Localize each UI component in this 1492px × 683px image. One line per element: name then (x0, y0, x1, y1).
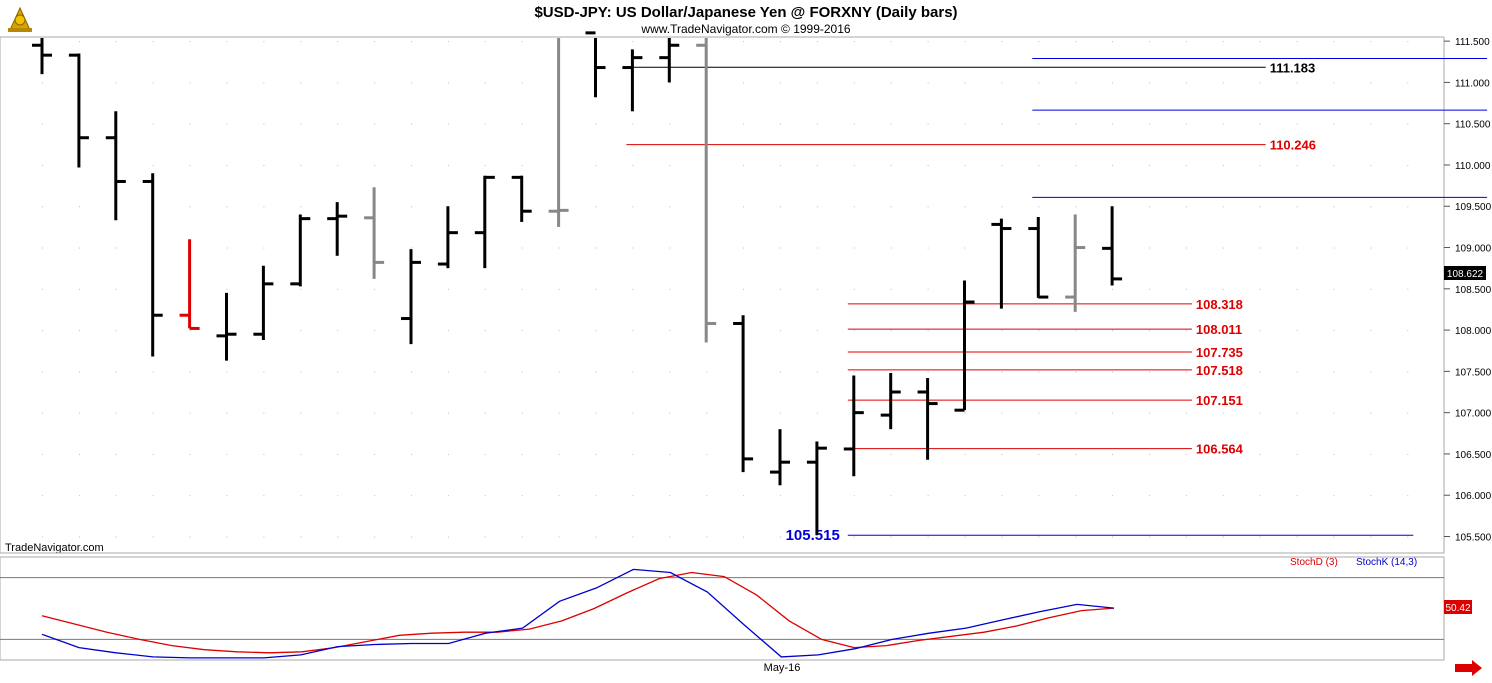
ohlc-bar (585, 31, 606, 98)
trade-navigator-logo-icon[interactable] (6, 6, 34, 32)
scroll-right-arrow-icon[interactable] (1455, 660, 1482, 676)
ohlc-bar (770, 429, 790, 486)
level-label: 111.183 (1270, 60, 1316, 75)
ohlc-bar (843, 375, 864, 477)
stoch-series-line (41, 568, 1115, 659)
ohlc-bar (548, 38, 569, 227)
price-y-axis: 105.500 106.000 106.500 107.000 107.500 108.0… (1444, 37, 1492, 543)
ohlc-bar (954, 280, 975, 412)
y-tick-label: 109.000 (1455, 244, 1492, 255)
level-label: 105.515 (786, 527, 840, 544)
ohlc-bar (991, 218, 1012, 309)
ohlc-bar (105, 111, 126, 221)
chart-subtitle: www.TradeNavigator.com © 1999-2016 (640, 22, 850, 36)
ohlc-bar (474, 175, 495, 269)
stochk-legend: StochK (14,3) (1356, 557, 1417, 568)
price-panel-frame (0, 36, 1445, 554)
level-label: 108.011 (1196, 322, 1242, 337)
y-tick-label: 108.000 (1455, 326, 1492, 337)
ohlc-bar (696, 38, 717, 343)
y-tick-label: 108.500 (1455, 285, 1492, 296)
level-label: 106.564 (1196, 442, 1244, 457)
y-tick-label: 106.000 (1455, 491, 1492, 502)
y-tick-label: 109.500 (1455, 202, 1492, 213)
stochd-legend: StochD (3) (1290, 557, 1338, 568)
ohlc-bar (142, 173, 163, 357)
grid-dots (42, 41, 1409, 538)
stoch-last-value: 50.42 (1445, 603, 1470, 614)
y-tick-label: 111.000 (1455, 78, 1490, 89)
ohlc-bar (253, 265, 274, 340)
y-tick-label: 110.500 (1455, 120, 1491, 131)
x-tick-may-16: May-16 (764, 662, 801, 674)
ohlc-bar (1065, 214, 1086, 312)
ohlc-bar (511, 175, 532, 222)
level-label: 108.318 (1196, 297, 1243, 312)
stoch-value-tag: 50.42 (1444, 600, 1472, 614)
ohlc-bar (917, 377, 938, 460)
ohlc-bar (1102, 206, 1123, 286)
ohlc-bar (1028, 216, 1049, 299)
level-label: 107.518 (1196, 363, 1243, 378)
watermark: TradeNavigator.com (5, 542, 104, 554)
ohlc-bar (806, 441, 827, 535)
last-price-label: 108.622 (1447, 269, 1484, 280)
y-tick-label: 105.500 (1455, 532, 1492, 543)
last-price-tag: 108.622 (1444, 266, 1486, 280)
y-tick-label: 107.500 (1455, 367, 1492, 378)
ohlc-bars (32, 31, 1123, 535)
ohlc-bar (437, 206, 458, 269)
ohlc-bar (32, 38, 52, 75)
stoch-series-line (41, 571, 1115, 654)
level-label: 107.735 (1196, 345, 1243, 360)
ohlc-bar (880, 373, 901, 430)
stochastic-panel (0, 568, 1444, 659)
ohlc-bar (401, 249, 421, 345)
ohlc-bar (327, 202, 348, 256)
ohlc-bar (179, 239, 200, 330)
ohlc-bar (622, 49, 643, 112)
ohlc-bar (733, 315, 754, 473)
ohlc-bar (364, 187, 385, 279)
ohlc-bar (290, 214, 311, 287)
level-label: 110.246 (1270, 138, 1316, 153)
y-tick-label: 110.000 (1455, 161, 1491, 172)
level-label: 107.151 (1196, 393, 1243, 408)
price-levels: 111.290111.183110.664110.246109.608108.3… (626, 50, 1492, 544)
y-tick-label: 107.000 (1455, 409, 1492, 420)
y-tick-label: 111.500 (1455, 37, 1490, 48)
ohlc-bar (659, 38, 680, 83)
chart-title: $USD-JPY: US Dollar/Japanese Yen @ FORXN… (534, 4, 957, 21)
stoch-panel-frame (0, 556, 1445, 661)
ohlc-bar (216, 292, 237, 361)
ohlc-bar (68, 53, 89, 168)
y-tick-label: 106.500 (1455, 450, 1492, 461)
